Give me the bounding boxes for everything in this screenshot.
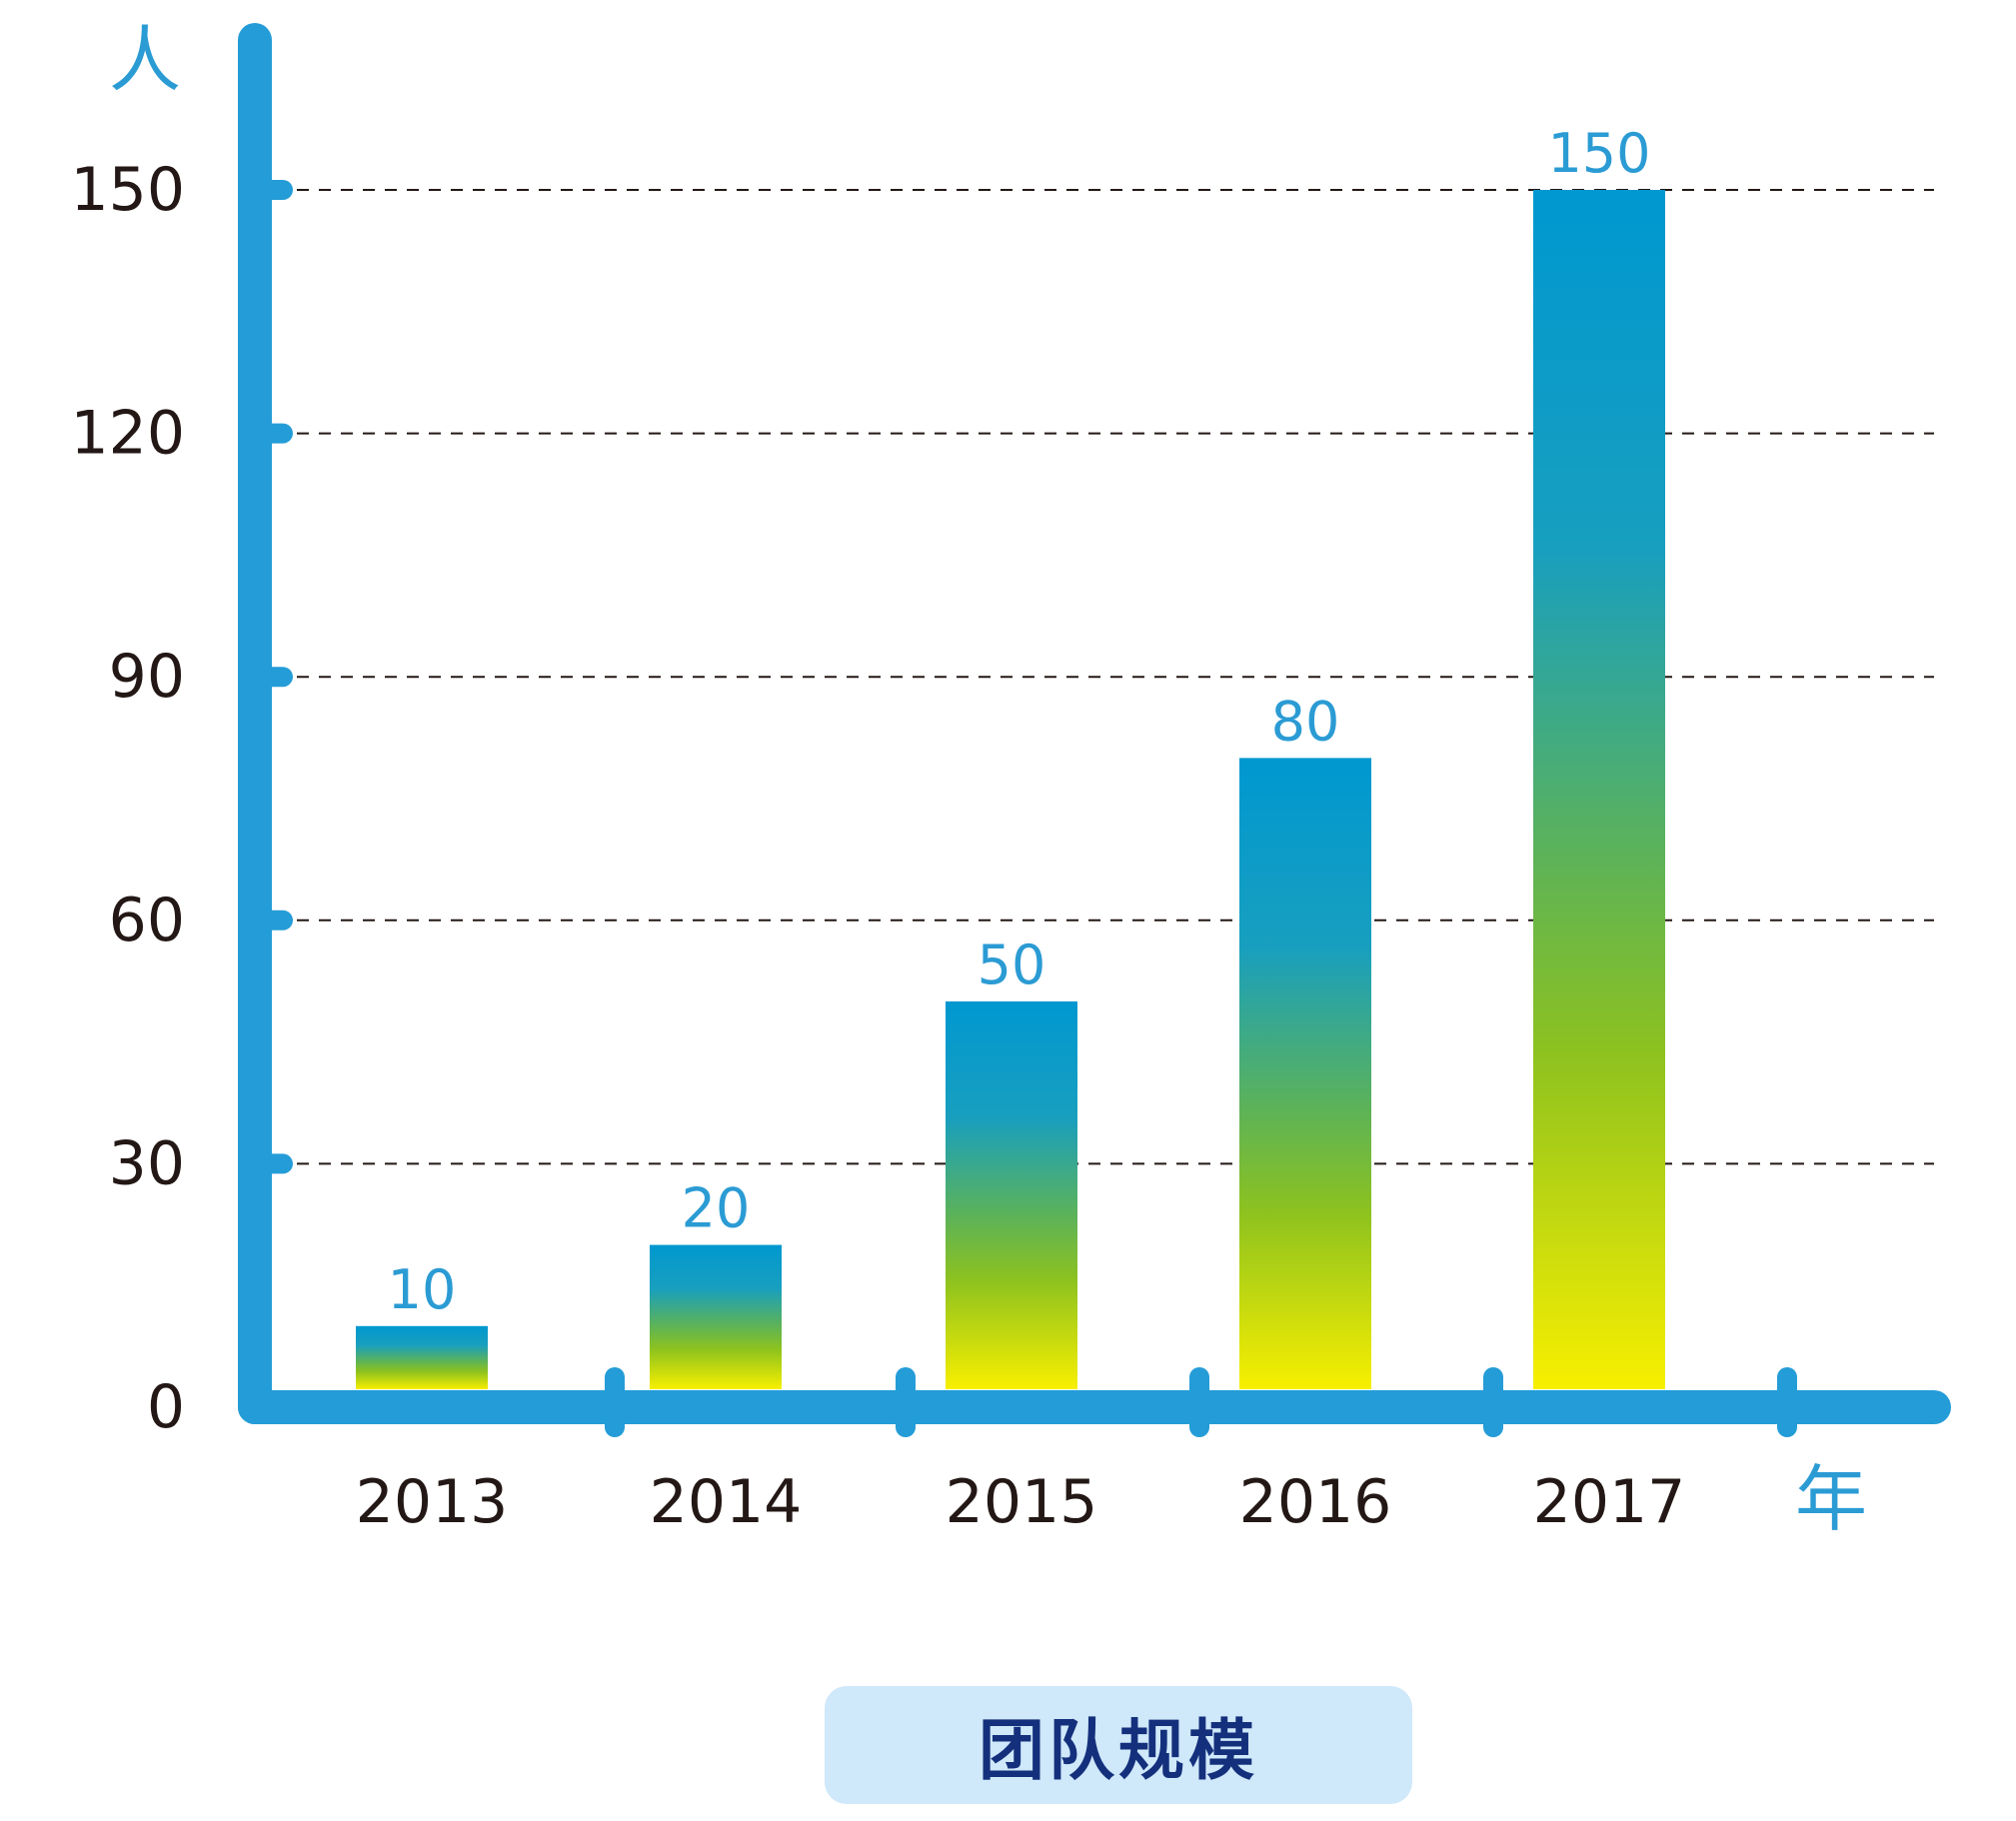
- y-tick-label: 30: [109, 1128, 185, 1198]
- chart-title: 团队规模: [979, 1712, 1258, 1789]
- y-tick-label: 120: [70, 399, 185, 469]
- bars: [356, 190, 1665, 1389]
- bar: [356, 1325, 488, 1389]
- y-tick-label: 0: [147, 1372, 185, 1442]
- y-axis-unit-label: 人: [109, 18, 181, 102]
- x-tick-label: 2015: [946, 1467, 1098, 1537]
- bar-value-label: 150: [1547, 122, 1650, 185]
- labels: 0 30 60 90 120 150 10 2013 20 2014 50 2015 80 2016 150…: [70, 122, 1685, 1537]
- x-tick-label: 2016: [1239, 1467, 1392, 1537]
- y-tick-label: 90: [109, 642, 185, 712]
- bar-value-label: 50: [978, 933, 1046, 996]
- bar-value-label: 80: [1271, 690, 1340, 753]
- chart-title-box: 团队规模: [825, 1686, 1412, 1804]
- bar-value-label: 10: [388, 1258, 457, 1321]
- x-axis-unit-label: 年: [1795, 1457, 1867, 1541]
- x-tick-label: 2013: [356, 1467, 509, 1537]
- x-tick-label: 2014: [650, 1467, 803, 1537]
- bar: [1239, 758, 1371, 1389]
- bar: [650, 1244, 782, 1389]
- axes: [238, 23, 1951, 1437]
- gridlines: [275, 189, 1934, 1165]
- bar: [946, 1001, 1077, 1389]
- x-tick-label: 2017: [1533, 1467, 1686, 1537]
- y-tick-label: 60: [109, 886, 185, 955]
- y-tick-label: 150: [70, 155, 185, 225]
- bar-value-label: 20: [682, 1177, 751, 1240]
- bar: [1533, 190, 1665, 1389]
